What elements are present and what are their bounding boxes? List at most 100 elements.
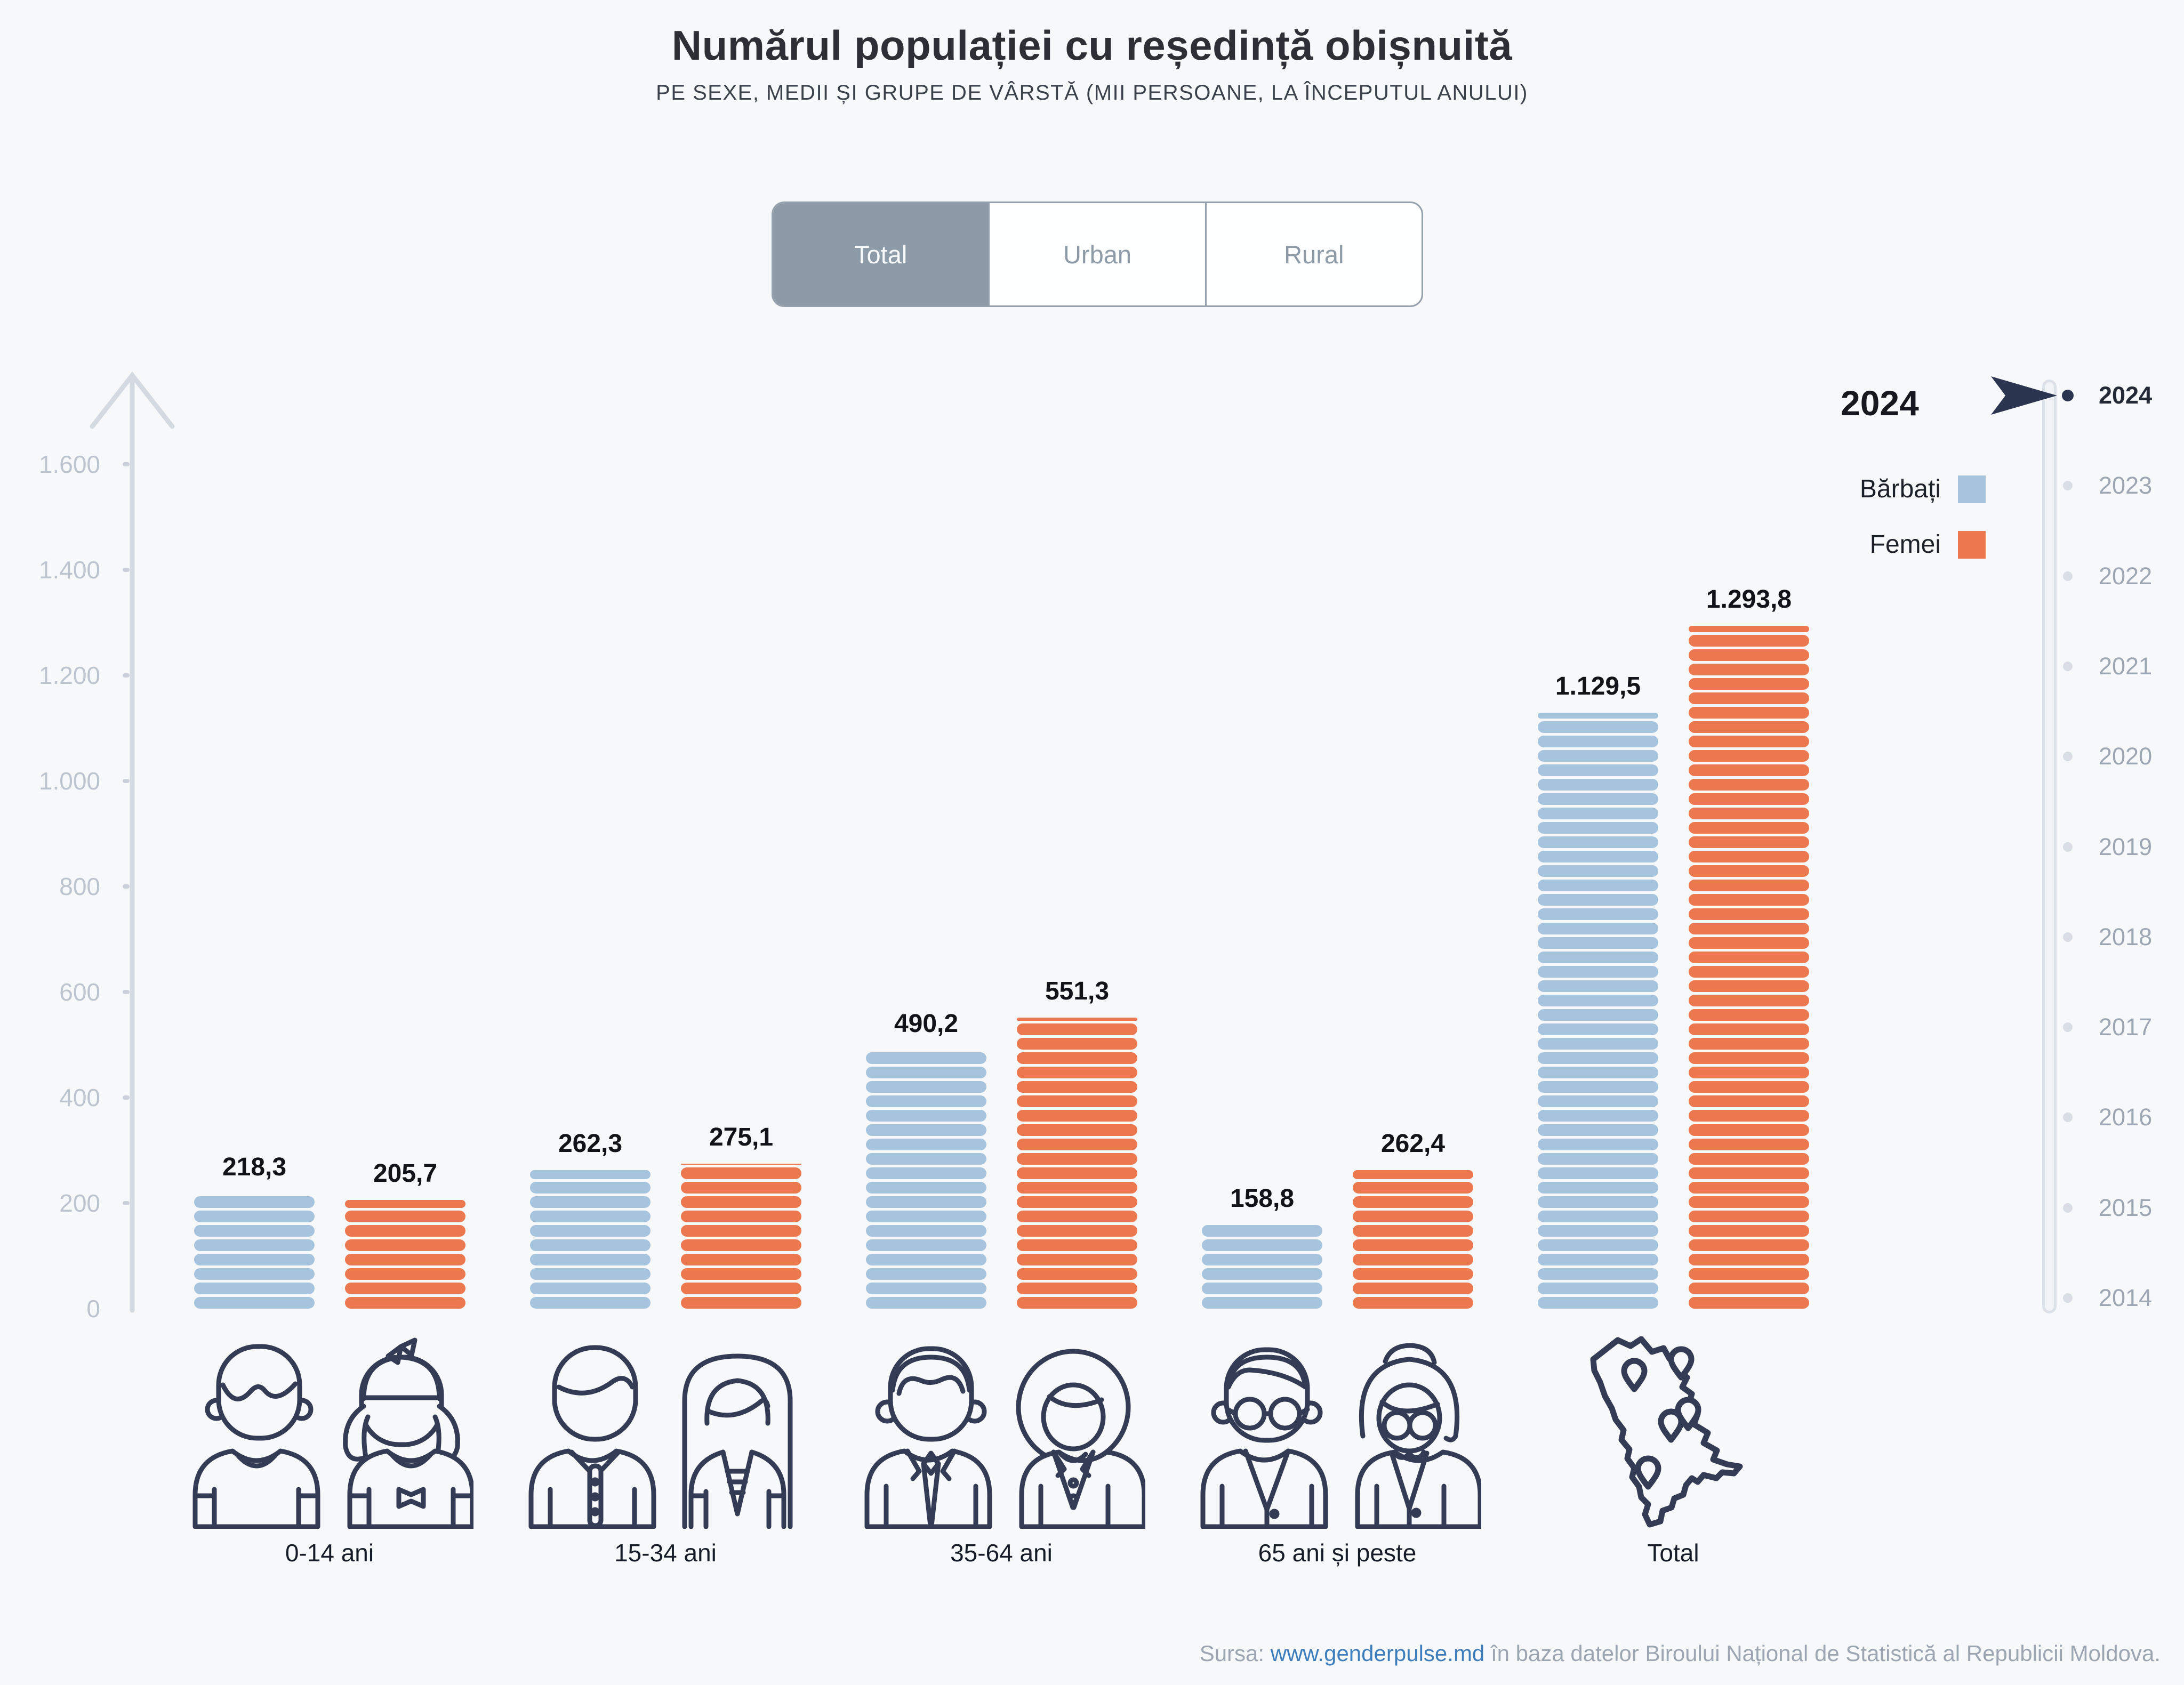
bar-women-g3[interactable] <box>1353 1170 1473 1309</box>
bar-men-g3[interactable] <box>1202 1225 1322 1309</box>
timeline-year-2023[interactable]: 2023 <box>2099 472 2153 499</box>
page-title: Numărul populației cu reședință obișnuit… <box>671 22 1513 69</box>
bar-stripe <box>530 1211 651 1222</box>
bar-women-g1[interactable] <box>681 1164 801 1309</box>
timeline-dot-2024[interactable] <box>2062 390 2074 401</box>
bar-men-g0[interactable] <box>194 1194 315 1309</box>
bar-stripe <box>345 1200 465 1208</box>
bar-men-g1[interactable] <box>530 1170 651 1309</box>
timeline-year-2022[interactable]: 2022 <box>2099 562 2153 590</box>
bar-stripe <box>1202 1297 1322 1309</box>
timeline-year-2021[interactable]: 2021 <box>2099 652 2153 680</box>
bar-stripe <box>530 1297 651 1309</box>
legend-item-femei: Femei <box>1810 530 1986 559</box>
bar-stripe <box>1538 822 1658 834</box>
bar-stripe <box>1353 1297 1473 1309</box>
timeline-dot-2020[interactable] <box>2063 752 2073 762</box>
category-label-2: 35-64 ani <box>950 1539 1053 1567</box>
y-axis-arrow <box>90 371 175 1313</box>
timeline-year-2015[interactable]: 2015 <box>2099 1194 2153 1221</box>
bar-women-g4[interactable] <box>1689 626 1809 1309</box>
legend-label-barbati: Bărbați <box>1859 475 1941 503</box>
bar-stripe <box>1689 908 1809 920</box>
y-tick-mark-800 <box>123 884 130 889</box>
bar-stripe <box>1538 1038 1658 1050</box>
value-label-women-g2: 551,3 <box>1045 977 1110 1005</box>
timeline-dot-2016[interactable] <box>2063 1112 2073 1123</box>
bar-stripe <box>1538 736 1658 747</box>
bar-stripe <box>866 1182 986 1194</box>
bar-stripe <box>1689 1139 1809 1150</box>
timeline-year-2014[interactable]: 2014 <box>2099 1284 2153 1311</box>
timeline-dot-2014[interactable] <box>2063 1293 2073 1303</box>
timeline-year-2024[interactable]: 2024 <box>2099 382 2153 409</box>
bar-stripe <box>1017 1124 1137 1136</box>
bar-stripe <box>1689 1268 1809 1280</box>
bar-stripe <box>1689 995 1809 1006</box>
timeline-year-2018[interactable]: 2018 <box>2099 923 2153 950</box>
bar-stripe <box>1689 880 1809 891</box>
bar-stripe <box>1353 1239 1473 1251</box>
timeline-dot-2019[interactable] <box>2063 842 2073 852</box>
y-tick-mark-200 <box>123 1201 130 1205</box>
bar-stripe <box>1538 995 1658 1006</box>
timeline-dot-2023[interactable] <box>2063 481 2073 491</box>
timeline-dot-2015[interactable] <box>2063 1203 2073 1213</box>
bar-stripe <box>1689 836 1809 848</box>
bar-stripe <box>1689 1124 1809 1136</box>
y-tick-label-1200: 1.200 <box>38 662 100 689</box>
bar-stripe <box>1689 1023 1809 1035</box>
bar-stripe <box>1538 1095 1658 1107</box>
y-tick-label-200: 200 <box>59 1189 100 1217</box>
bar-stripe <box>1538 721 1658 733</box>
bar-stripe <box>1538 1167 1658 1179</box>
timeline-year-2019[interactable]: 2019 <box>2099 833 2153 860</box>
y-tick-label-1600: 1.600 <box>38 450 100 478</box>
source-link[interactable]: www.genderpulse.md <box>1270 1641 1485 1666</box>
bar-stripe <box>866 1225 986 1237</box>
timeline-year-2020[interactable]: 2020 <box>2099 743 2153 770</box>
timeline-year-2016[interactable]: 2016 <box>2099 1103 2153 1131</box>
bar-stripe <box>866 1167 986 1179</box>
bar-stripe <box>1689 1067 1809 1078</box>
bar-stripe <box>345 1239 465 1251</box>
bar-stripe <box>866 1297 986 1309</box>
bar-stripe <box>1017 1153 1137 1165</box>
bar-stripe <box>681 1268 801 1280</box>
bar-women-g2[interactable] <box>1017 1018 1137 1309</box>
bar-stripe <box>1689 966 1809 978</box>
bar-women-g0[interactable] <box>345 1200 465 1309</box>
legend-label-femei: Femei <box>1869 530 1941 559</box>
bar-stripe <box>1538 1153 1658 1165</box>
legend-selected-year: 2024 <box>1841 383 1919 423</box>
bar-stripe <box>1689 1110 1809 1122</box>
bar-stripe <box>1689 1283 1809 1294</box>
timeline-dot-2018[interactable] <box>2063 932 2073 942</box>
bar-stripe <box>194 1225 315 1237</box>
timeline-arrow-marker <box>1991 376 2057 415</box>
value-label-women-g3: 262,4 <box>1380 1130 1446 1158</box>
bar-stripe <box>681 1182 801 1194</box>
bar-stripe <box>1353 1225 1473 1237</box>
bar-men-g4[interactable] <box>1538 713 1658 1309</box>
bar-stripe <box>1689 649 1809 661</box>
bar-stripe <box>194 1254 315 1265</box>
bar-stripe <box>1538 923 1658 934</box>
tab-urban[interactable]: Urban <box>988 203 1205 305</box>
tab-total[interactable]: Total <box>773 203 989 305</box>
bar-men-g2[interactable] <box>866 1050 986 1309</box>
timeline-dot-2021[interactable] <box>2063 661 2073 671</box>
bar-stripe <box>1689 1211 1809 1222</box>
bar-stripe <box>866 1139 986 1150</box>
timeline-dot-2022[interactable] <box>2063 571 2073 581</box>
bar-stripe <box>1689 851 1809 862</box>
timeline-dot-2017[interactable] <box>2063 1022 2073 1033</box>
timeline-year-2017[interactable]: 2017 <box>2099 1013 2153 1041</box>
bar-stripe <box>1017 1081 1137 1093</box>
bar-stripe <box>1353 1254 1473 1265</box>
bar-stripe <box>1689 1167 1809 1179</box>
bar-stripe <box>1538 894 1658 906</box>
bar-stripe <box>1538 865 1658 877</box>
tab-rural[interactable]: Rural <box>1205 203 1422 305</box>
